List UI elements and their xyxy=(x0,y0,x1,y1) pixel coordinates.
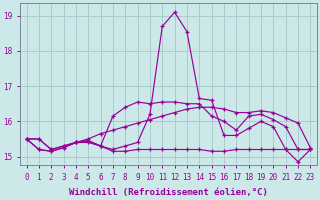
X-axis label: Windchill (Refroidissement éolien,°C): Windchill (Refroidissement éolien,°C) xyxy=(69,188,268,197)
